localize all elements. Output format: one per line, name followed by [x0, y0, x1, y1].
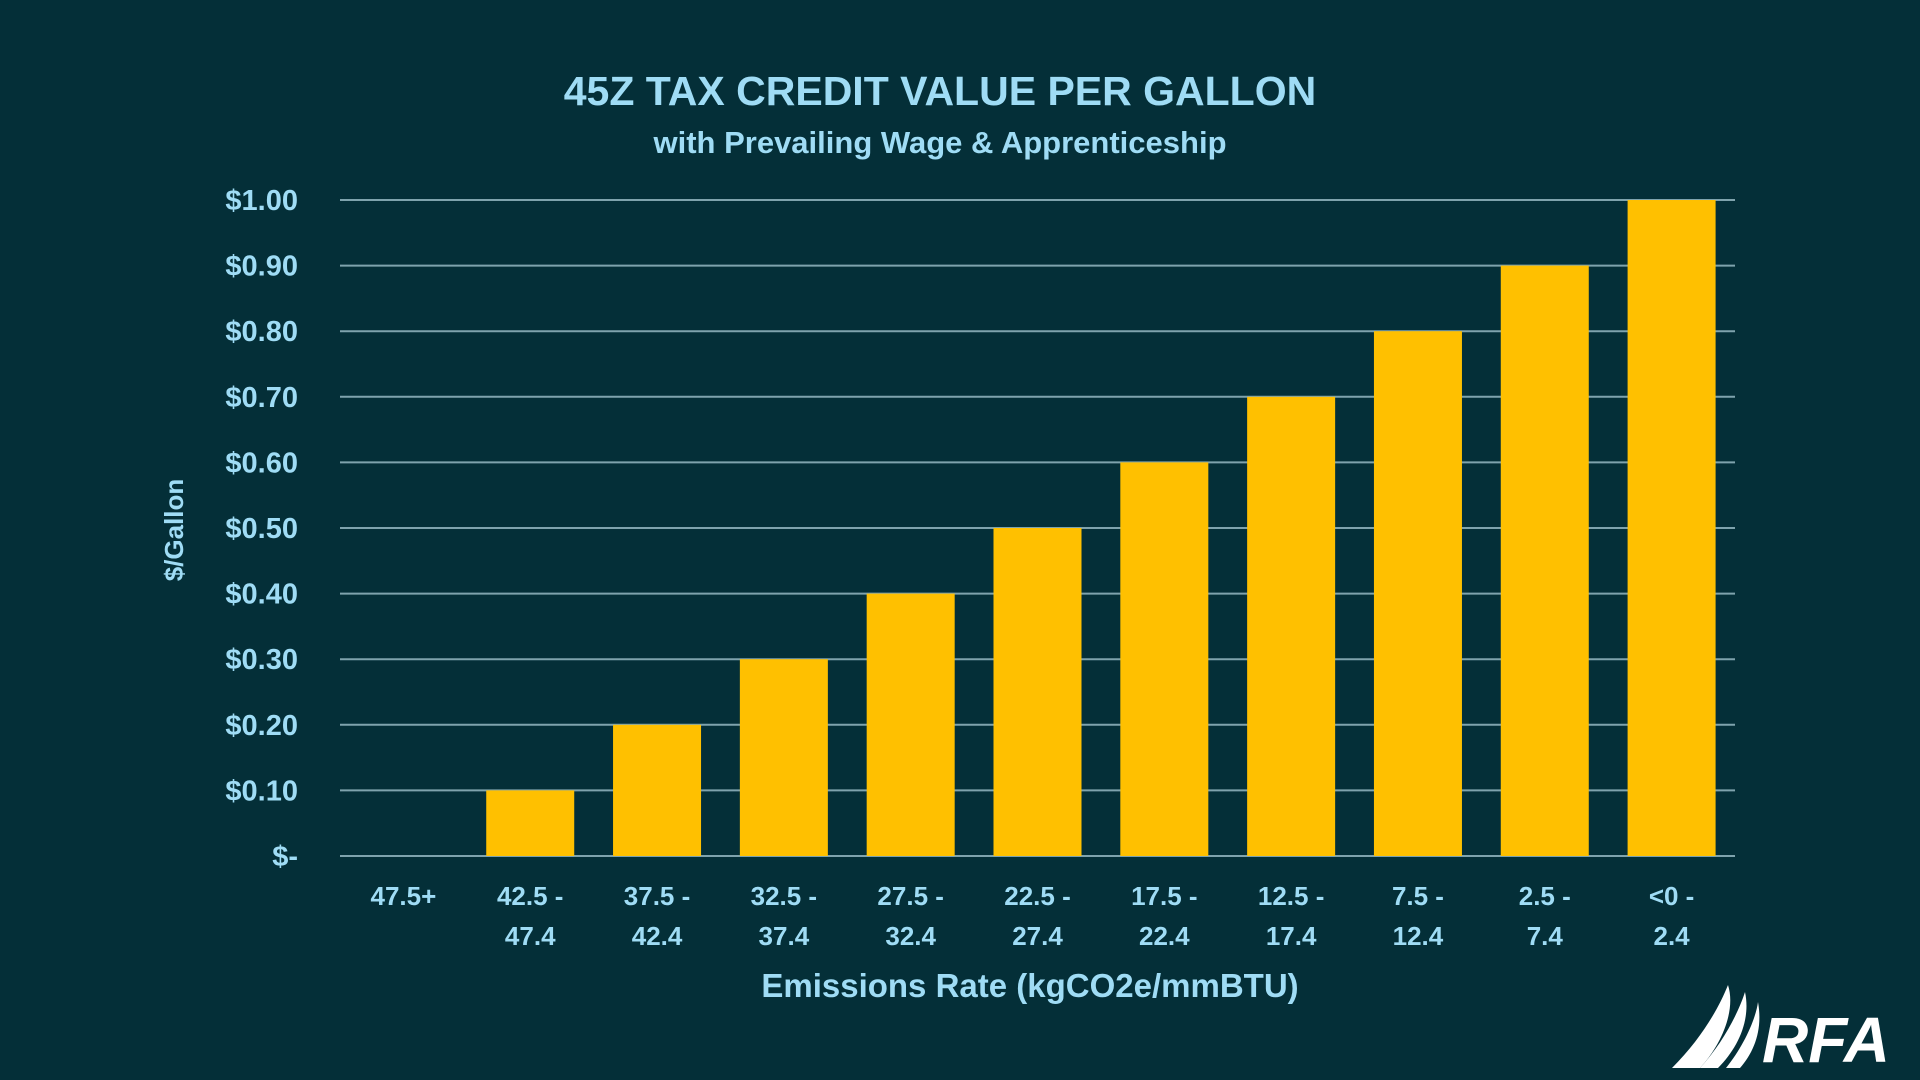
y-tick-label: $0.90: [225, 251, 298, 283]
y-tick-label: $0.10: [225, 775, 298, 807]
bar: [866, 593, 955, 856]
x-tick-label: 47.5+: [371, 881, 437, 911]
bar: [1247, 396, 1336, 856]
bar: [613, 724, 702, 856]
x-tick-label: 2.4: [1654, 921, 1691, 951]
x-tick-label: <0 -: [1649, 881, 1695, 911]
x-tick-label: 12.5 -: [1258, 881, 1325, 911]
x-tick-label: 42.4: [632, 921, 683, 951]
bars: [486, 200, 1716, 857]
bar: [1500, 265, 1589, 857]
y-axis-label: $/Gallon: [159, 479, 189, 582]
y-tick-label: $0.20: [225, 710, 298, 742]
y-tick-label: $0.80: [225, 316, 298, 348]
x-tick-label: 42.5 -: [497, 881, 564, 911]
x-axis-ticks: 47.5+ 42.5 - 47.4 37.5 - 42.4 32.5 - 37.4 27.5 …: [371, 881, 1695, 951]
bar: [486, 790, 575, 856]
bar: [1120, 462, 1209, 856]
x-tick-label: 27.5 -: [877, 881, 944, 911]
bar: [993, 528, 1082, 856]
x-tick-label: 17.5 -: [1131, 881, 1198, 911]
y-tick-label: $0.60: [225, 447, 298, 479]
x-tick-label: 32.4: [885, 921, 936, 951]
x-tick-label: 7.5 -: [1392, 881, 1444, 911]
y-axis-ticks: $- $0.10 $0.20 $0.30 $0.40 $0.50 $0.60 $0.70 $0.…: [225, 185, 298, 873]
bar: [1373, 331, 1462, 856]
bar: [1627, 200, 1716, 856]
bar: [739, 659, 828, 856]
chart-subtitle: with Prevailing Wage & Apprenticeship: [652, 125, 1226, 160]
x-tick-label: 22.4: [1139, 921, 1190, 951]
x-tick-label: 2.5 -: [1519, 881, 1571, 911]
x-tick-label: 47.4: [505, 921, 556, 951]
x-tick-label: 22.5 -: [1004, 881, 1071, 911]
y-tick-label: $0.30: [225, 644, 298, 676]
x-tick-label: 7.4: [1527, 921, 1564, 951]
logo-text: RFA: [1762, 1004, 1890, 1076]
y-tick-label: $0.70: [225, 382, 298, 414]
chart-title: 45Z TAX CREDIT VALUE PER GALLON: [564, 68, 1316, 114]
y-tick-label: $0.50: [225, 513, 298, 545]
x-tick-label: 12.4: [1393, 921, 1444, 951]
y-tick-label: $0.40: [225, 579, 298, 611]
x-axis-label: Emissions Rate (kgCO2e/mmBTU): [761, 967, 1298, 1004]
x-tick-label: 27.4: [1012, 921, 1063, 951]
x-tick-label: 17.4: [1266, 921, 1317, 951]
x-tick-label: 32.5 -: [751, 881, 818, 911]
y-tick-label: $-: [272, 841, 298, 873]
x-tick-label: 37.5 -: [624, 881, 691, 911]
rfa-logo: RFA: [1672, 985, 1890, 1076]
rfa-swoosh-icon: [1672, 985, 1760, 1068]
y-tick-label: $1.00: [225, 185, 298, 217]
x-tick-label: 37.4: [759, 921, 810, 951]
